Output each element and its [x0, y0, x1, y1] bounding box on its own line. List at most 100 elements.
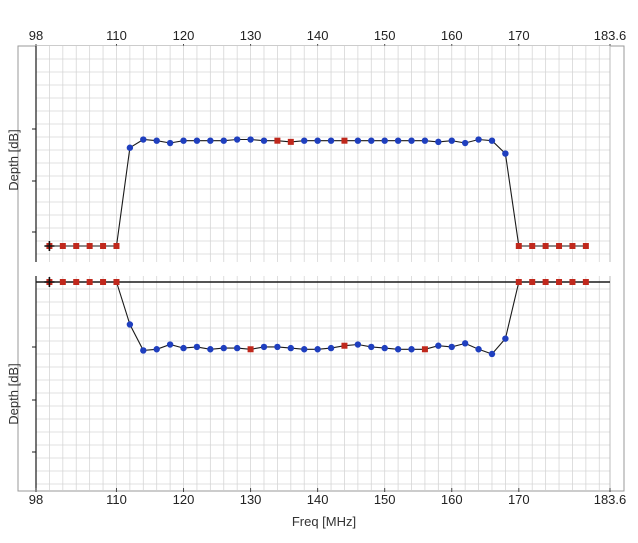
data-point-blue [368, 343, 375, 351]
lower-depth-panel [32, 276, 611, 490]
data-point-blue [126, 144, 134, 151]
top-x-tick-label: 140 [307, 28, 329, 43]
data-point-blue [301, 346, 308, 353]
data-point-red [59, 243, 66, 249]
data-point-blue [488, 137, 496, 144]
data-point-blue [153, 137, 160, 144]
data-point-blue [193, 343, 201, 351]
data-point-blue [260, 343, 268, 351]
bottom-x-axis: 98 110 120 130 140 150 160 170 183.6 [29, 488, 627, 507]
cursor-marker [44, 277, 55, 287]
data-point-blue [502, 150, 509, 157]
data-point-red [59, 279, 66, 285]
data-point-blue [180, 344, 187, 352]
data-point-red [421, 346, 428, 353]
data-point-blue [166, 341, 174, 348]
data-point-blue [435, 342, 442, 349]
top-x-tick-label: 130 [240, 28, 262, 43]
data-point-red [515, 243, 522, 249]
data-point-red [582, 279, 589, 285]
data-point-blue [475, 136, 482, 143]
data-point-red [287, 138, 294, 145]
data-point-blue [301, 137, 308, 144]
bottom-x-tick-label: 98 [29, 492, 43, 507]
bottom-x-tick-label: 140 [307, 492, 329, 507]
data-point-blue [327, 344, 335, 352]
top-x-tick-label: 160 [441, 28, 463, 43]
bottom-x-tick-label: 150 [374, 492, 396, 507]
data-point-blue [448, 343, 455, 351]
panel-plot-area [36, 276, 610, 490]
bottom-x-tick-label: 183.6 [594, 492, 627, 507]
bottom-x-tick-label: 160 [441, 492, 463, 507]
upper-depth-panel [32, 46, 611, 262]
panel-plot-area [36, 46, 610, 262]
data-point-blue [408, 346, 415, 353]
data-point-blue [327, 137, 335, 144]
data-point-red [73, 279, 80, 285]
cursor-marker [44, 241, 55, 251]
data-point-blue [502, 335, 509, 342]
data-point-red [582, 243, 589, 249]
data-point-blue [354, 137, 362, 144]
bottom-x-tick-label: 130 [240, 492, 262, 507]
data-point-blue [140, 347, 147, 354]
data-point-blue [368, 137, 375, 144]
data-point-blue [448, 137, 455, 144]
data-point-red [569, 279, 576, 285]
data-point-blue [394, 346, 402, 353]
data-point-blue [421, 137, 429, 144]
data-point-blue [381, 344, 388, 352]
data-point-red [556, 279, 563, 285]
data-point-red [73, 243, 80, 249]
data-point-blue [166, 139, 174, 147]
data-point-blue [274, 343, 281, 351]
top-x-axis: 98 110 120 130 140 150 160 170 183.6 [29, 28, 626, 48]
data-point-blue [207, 137, 214, 144]
data-point-blue [314, 137, 321, 144]
data-point-red [86, 279, 93, 285]
upper-y-axis-title: Depth [dB] [6, 129, 21, 190]
data-point-red [113, 243, 120, 249]
data-point-blue [260, 137, 268, 144]
data-point-blue [233, 344, 241, 352]
bottom-x-tick-label: 110 [106, 492, 127, 507]
data-point-red [341, 137, 348, 144]
data-point-red [529, 243, 536, 249]
data-point-blue [435, 138, 442, 146]
data-point-blue [461, 340, 469, 347]
data-point-blue [233, 136, 241, 143]
data-point-red [86, 243, 93, 249]
data-point-red [542, 279, 549, 285]
data-point-red [515, 279, 522, 285]
x-axis-title: Freq [MHz] [292, 514, 356, 529]
data-point-blue [140, 136, 147, 143]
lower-y-axis-title: Depth [dB] [6, 363, 21, 424]
data-point-blue [207, 346, 214, 353]
data-point-blue [394, 137, 402, 144]
top-x-tick-label: 120 [173, 28, 195, 43]
data-point-red [113, 279, 120, 285]
data-point-blue [193, 137, 201, 144]
data-point-blue [408, 137, 415, 144]
data-point-red [529, 279, 536, 285]
top-x-tick-label: 150 [374, 28, 396, 43]
data-point-red [100, 243, 107, 249]
data-point-red [274, 137, 281, 144]
data-point-blue [180, 137, 187, 144]
data-point-blue [488, 350, 496, 358]
data-point-blue [461, 139, 469, 147]
data-point-blue [247, 136, 254, 143]
data-point-blue [475, 346, 482, 353]
data-point-blue [126, 321, 134, 328]
data-point-red [542, 243, 549, 249]
top-x-tick-label: 170 [508, 28, 530, 43]
data-point-blue [220, 137, 227, 144]
data-point-red [569, 243, 576, 249]
data-point-blue [153, 346, 160, 353]
data-point-red [247, 346, 254, 353]
data-point-blue [287, 344, 295, 352]
data-point-blue [220, 344, 227, 352]
data-point-blue [381, 137, 388, 144]
